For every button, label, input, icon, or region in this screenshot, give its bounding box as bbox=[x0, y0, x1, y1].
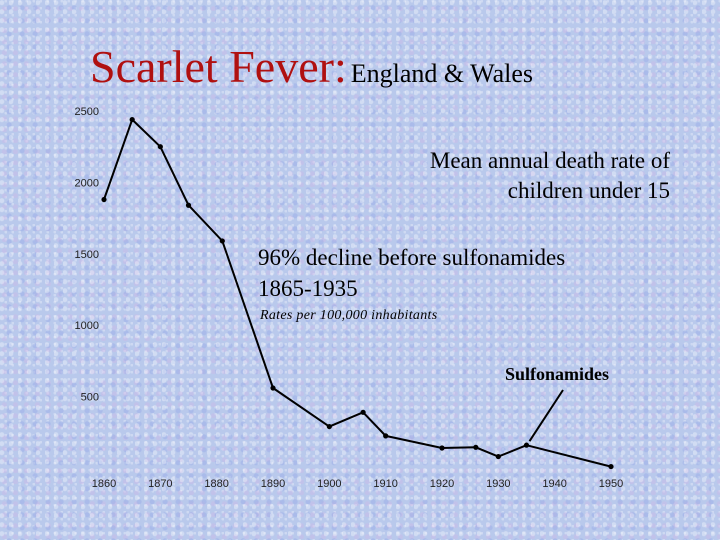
data-point bbox=[495, 453, 501, 460]
y-tick-label: 500 bbox=[81, 392, 99, 404]
y-tick-label: 1500 bbox=[75, 249, 99, 261]
data-point bbox=[101, 196, 107, 203]
data-point bbox=[473, 444, 479, 450]
title-sub: England & Wales bbox=[350, 59, 534, 88]
x-tick-label: 1950 bbox=[599, 478, 623, 490]
data-point bbox=[523, 442, 530, 448]
y-tick-label: 1000 bbox=[75, 320, 99, 332]
sulfonamides-label: Sulfonamides bbox=[505, 364, 610, 384]
series-line bbox=[103, 118, 612, 468]
x-tick-label: 1870 bbox=[148, 478, 172, 490]
x-tick-label: 1910 bbox=[373, 478, 397, 490]
data-point bbox=[219, 238, 225, 244]
slide-title: Scarlet Fever: England & Wales bbox=[90, 40, 533, 93]
x-tick-label: 1860 bbox=[92, 478, 116, 490]
y-tick-label: 2500 bbox=[75, 106, 99, 118]
data-point bbox=[439, 445, 445, 451]
x-tick-label: 1900 bbox=[317, 478, 341, 490]
x-tick-label: 1940 bbox=[542, 478, 566, 490]
data-point bbox=[608, 463, 614, 470]
data-point bbox=[270, 385, 276, 391]
decline-note: 96% decline before sulfonamides 1865-193… bbox=[258, 245, 566, 301]
data-point bbox=[326, 423, 332, 430]
data-point bbox=[383, 433, 389, 439]
data-point bbox=[360, 409, 366, 415]
title-main: Scarlet Fever: bbox=[90, 41, 347, 92]
data-point bbox=[185, 202, 192, 208]
chart-subtitle: Mean annual death rate of children under… bbox=[429, 148, 670, 203]
sulfonamides-pointer bbox=[528, 389, 564, 442]
rates-note: Rates per 100,000 inhabitants bbox=[260, 308, 438, 323]
y-tick-label: 2000 bbox=[75, 177, 99, 189]
x-tick-label: 1880 bbox=[204, 478, 228, 490]
x-tick-label: 1930 bbox=[486, 478, 510, 490]
data-point bbox=[157, 144, 163, 150]
data-point bbox=[129, 116, 135, 123]
x-tick-label: 1890 bbox=[261, 478, 285, 490]
x-tick-label: 1920 bbox=[430, 478, 454, 490]
